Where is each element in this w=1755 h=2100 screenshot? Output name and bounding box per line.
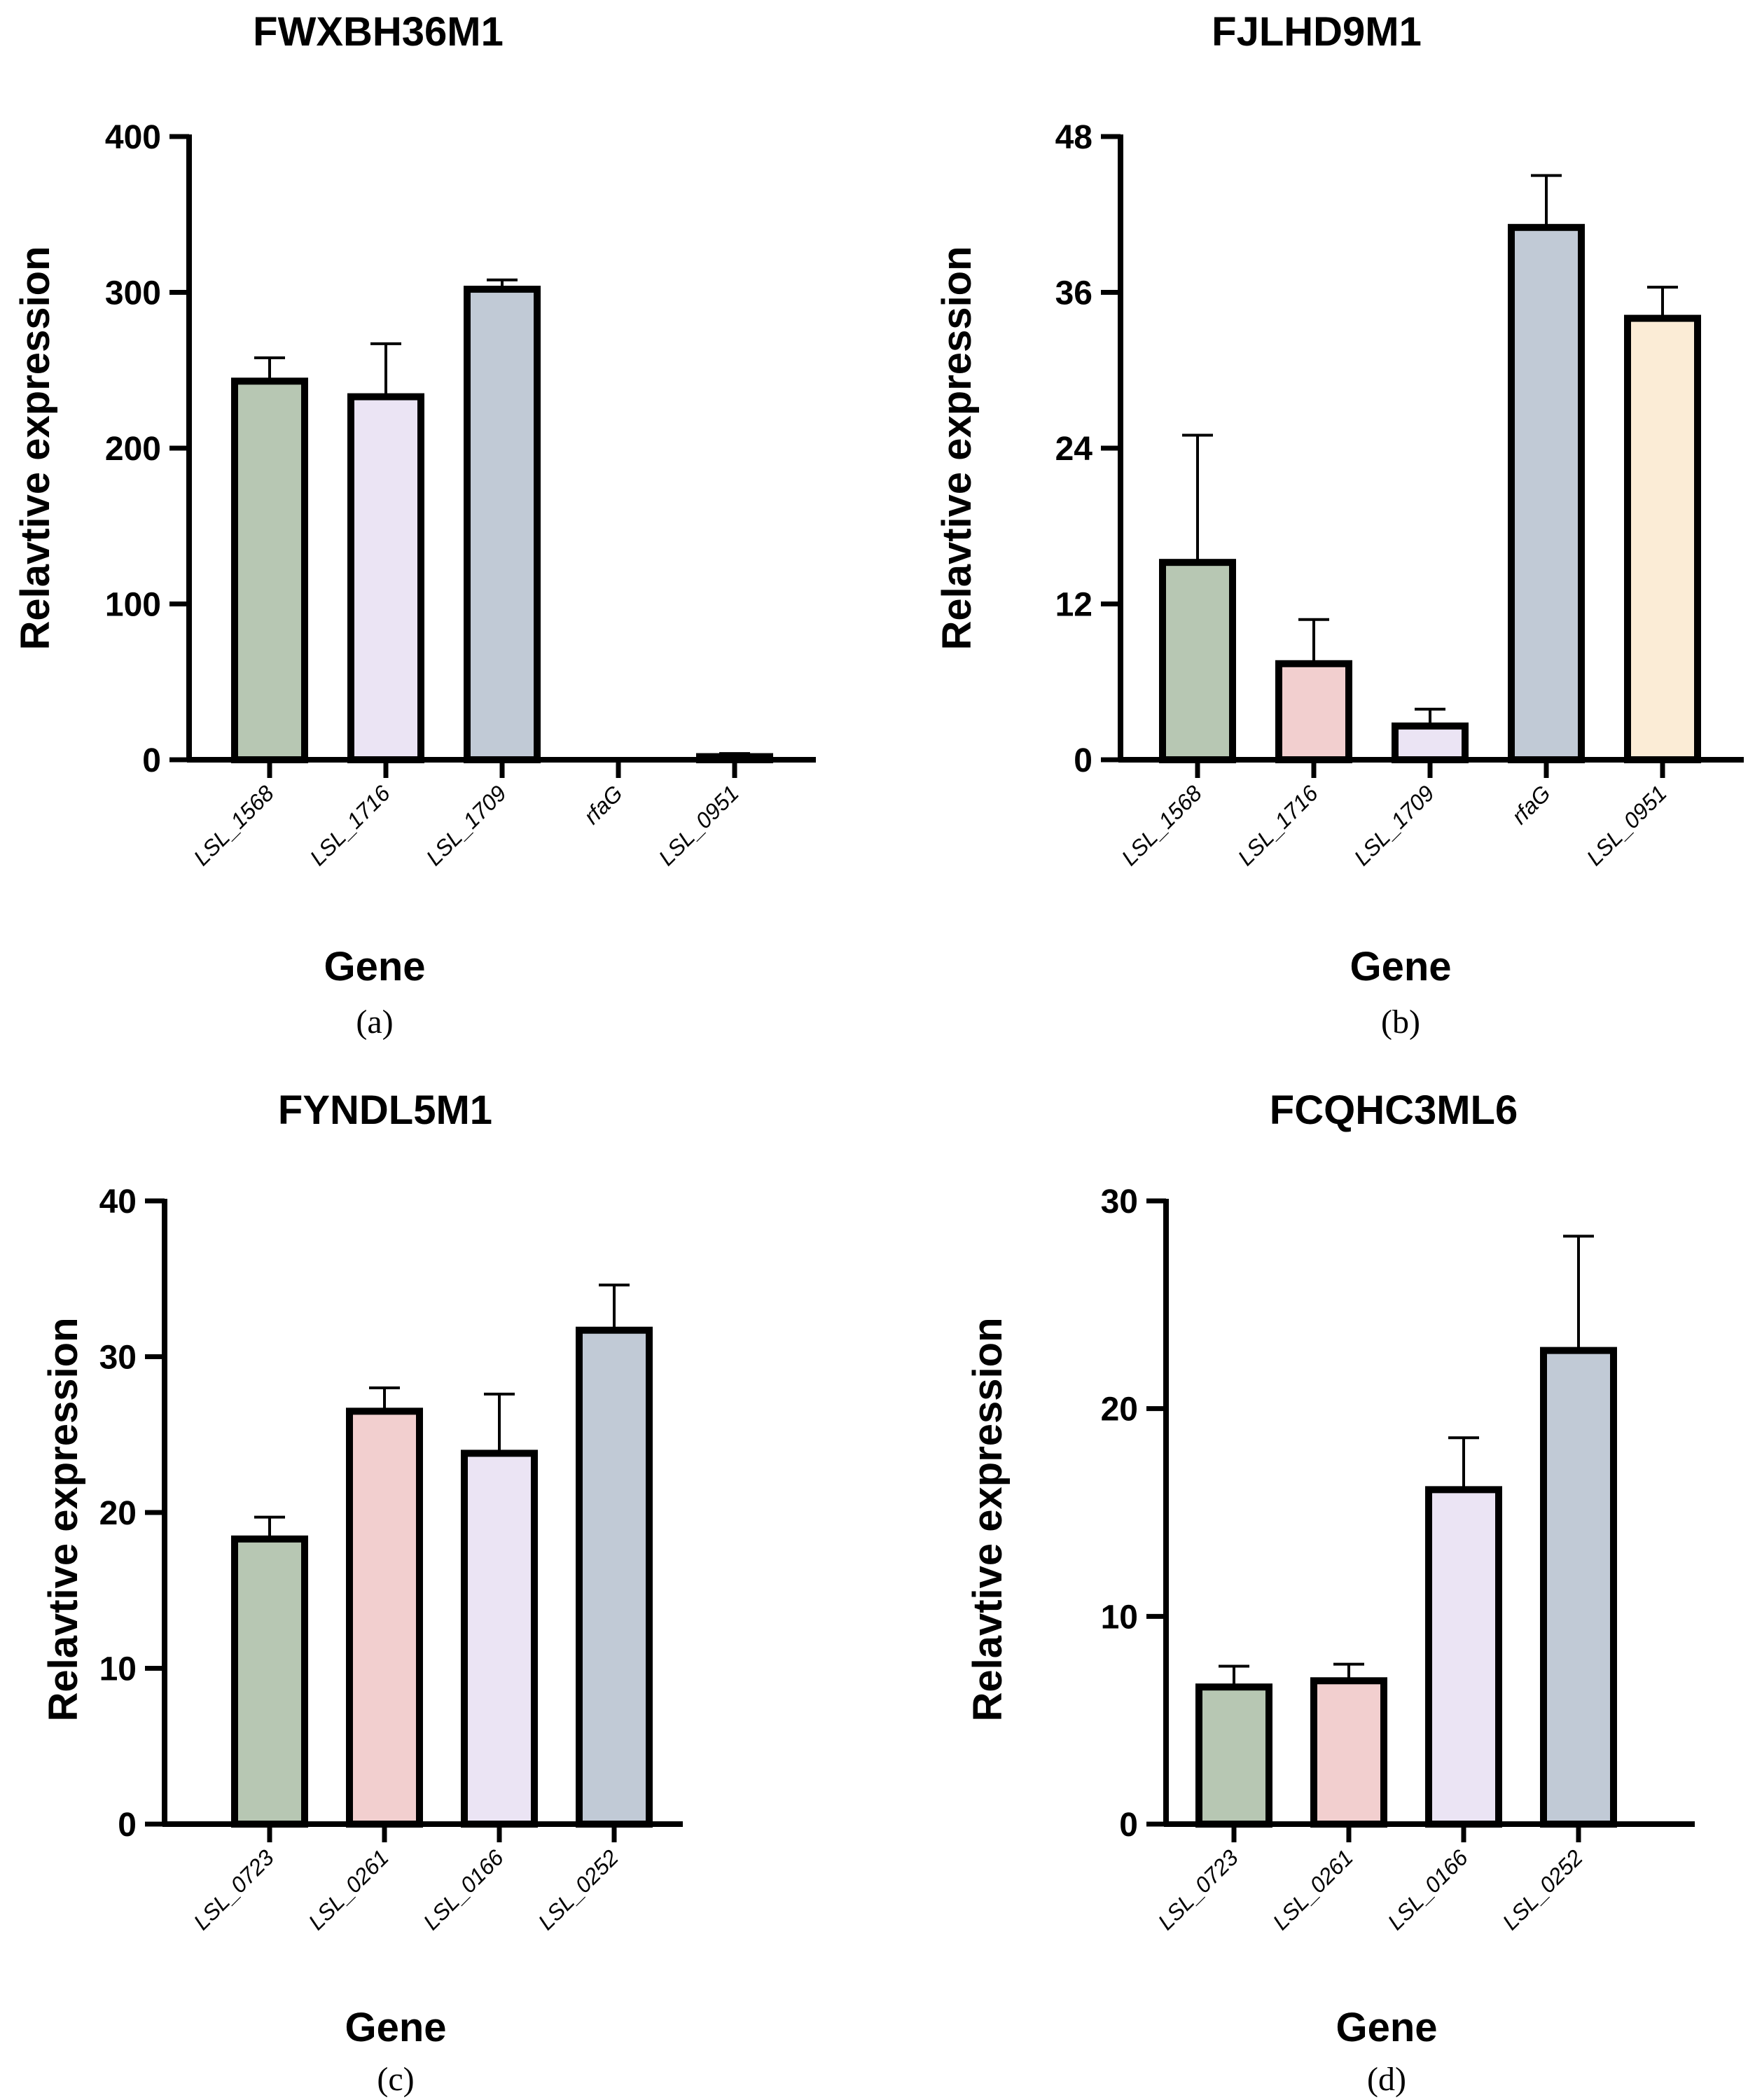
x-tick-label: LSL_1568 (1116, 780, 1207, 870)
bar (231, 1535, 308, 1828)
bar (1159, 559, 1236, 764)
bar (461, 1449, 538, 1828)
y-tick-label: 10 (1101, 1599, 1138, 1636)
x-tick-label: LSL_0723 (188, 1844, 279, 1935)
y-axis-ticks: 0 10 20 30 40 (99, 1183, 165, 1844)
panel-label: (b) (1381, 1003, 1420, 1041)
y-tick-label: 24 (1055, 431, 1093, 468)
y-tick-label: 0 (142, 742, 161, 779)
y-tick-label: 10 (99, 1651, 137, 1688)
y-axis-ticks: 0 10 20 30 (1101, 1183, 1166, 1844)
bar (1392, 722, 1469, 763)
y-tick-label: 0 (1074, 742, 1092, 779)
y-tick-label: 36 (1055, 275, 1092, 312)
bar (576, 1326, 653, 1828)
x-tick-label: LSL_1716 (305, 780, 395, 870)
x-axis-label: Gene (345, 2005, 446, 2050)
y-axis-label: Relavtive expression (13, 246, 58, 650)
x-axis-label: Gene (324, 944, 425, 989)
panel-label: (c) (377, 2061, 414, 2098)
y-axis-label: Relavtive expression (934, 246, 980, 650)
bar (1624, 314, 1701, 764)
y-axis-label: Relavtive expression (41, 1317, 86, 1721)
y-axis-label: Relavtive expression (965, 1317, 1011, 1721)
y-tick-label: 40 (99, 1183, 137, 1221)
x-axis-ticks: LSL_1568 LSL_1716 LSL_1709 rfaG LSL_0951 (1116, 760, 1672, 870)
chart-title: FJLHD9M1 (1212, 9, 1422, 55)
chart-title: FWXBH36M1 (253, 9, 504, 55)
bar (1195, 1683, 1272, 1828)
y-tick-label: 100 (105, 587, 161, 624)
x-tick-label: rfaG (578, 780, 627, 828)
bars (231, 278, 773, 764)
y-axis-ticks: 0 100 200 300 400 (105, 119, 189, 779)
bar (1508, 223, 1585, 763)
x-axis-label: Gene (1350, 944, 1451, 989)
y-tick-label: 0 (1119, 1807, 1138, 1844)
x-axis-ticks: LSL_0723 LSL_0261 LSL_0166 LSL_0252 (188, 1824, 623, 1935)
x-tick-label: LSL_0261 (303, 1844, 394, 1935)
bar (464, 286, 541, 763)
bar (1310, 1677, 1387, 1828)
bar (231, 377, 308, 763)
x-tick-label: LSL_0951 (653, 780, 744, 870)
y-tick-label: 20 (99, 1495, 137, 1532)
chart-panel-a: FWXBH36M1 0 100 200 300 400 LSL_1568 LSL_1716… (13, 9, 816, 1041)
x-tick-label: LSL_0261 (1268, 1844, 1358, 1935)
x-tick-label: LSL_0166 (418, 1844, 508, 1935)
bar (1275, 660, 1352, 764)
panel-label: (d) (1367, 2061, 1406, 2098)
x-tick-label: LSL_1709 (421, 780, 511, 870)
y-tick-label: 30 (99, 1340, 137, 1377)
y-tick-label: 30 (1101, 1183, 1138, 1221)
y-tick-label: 20 (1101, 1391, 1138, 1428)
x-tick-label: LSL_1709 (1349, 780, 1439, 870)
chart-title: FCQHC3ML6 (1270, 1087, 1518, 1133)
bar (1540, 1347, 1617, 1828)
y-tick-label: 300 (105, 275, 161, 312)
y-tick-label: 12 (1055, 587, 1092, 624)
x-axis-label: Gene (1336, 2005, 1437, 2050)
bars (1195, 1235, 1617, 1828)
x-tick-label: LSL_0166 (1382, 1844, 1473, 1935)
y-tick-label: 0 (118, 1807, 137, 1844)
y-tick-label: 400 (105, 119, 161, 156)
x-axis-ticks: LSL_0723 LSL_0261 LSL_0166 LSL_0252 (1153, 1824, 1588, 1935)
bars (231, 1284, 653, 1828)
x-tick-label: LSL_0252 (533, 1844, 623, 1935)
bar (347, 393, 424, 763)
chart-panel-d: FCQHC3ML6 0 10 20 30 LSL_0723 LSL_0261 LSL_01… (965, 1087, 1695, 2098)
y-tick-label: 48 (1055, 119, 1092, 156)
y-tick-label: 200 (105, 431, 161, 468)
x-tick-label: LSL_1716 (1233, 780, 1323, 870)
x-tick-label: rfaG (1506, 780, 1555, 828)
x-tick-label: LSL_0723 (1153, 1844, 1243, 1935)
bars (1159, 174, 1701, 764)
bar (346, 1407, 423, 1828)
x-tick-label: LSL_1568 (188, 780, 279, 870)
y-axis-ticks: 0 12 24 36 48 (1055, 119, 1121, 779)
x-axis-ticks: LSL_1568 LSL_1716 LSL_1709 rfaG LSL_0951 (188, 760, 744, 870)
chart-title: FYNDL5M1 (278, 1087, 492, 1133)
bar (1425, 1486, 1502, 1828)
x-tick-label: LSL_0252 (1497, 1844, 1588, 1935)
axes (1163, 1199, 1695, 1827)
panel-label: (a) (356, 1003, 393, 1041)
axes (162, 1199, 683, 1827)
x-tick-label: LSL_0951 (1581, 780, 1672, 870)
